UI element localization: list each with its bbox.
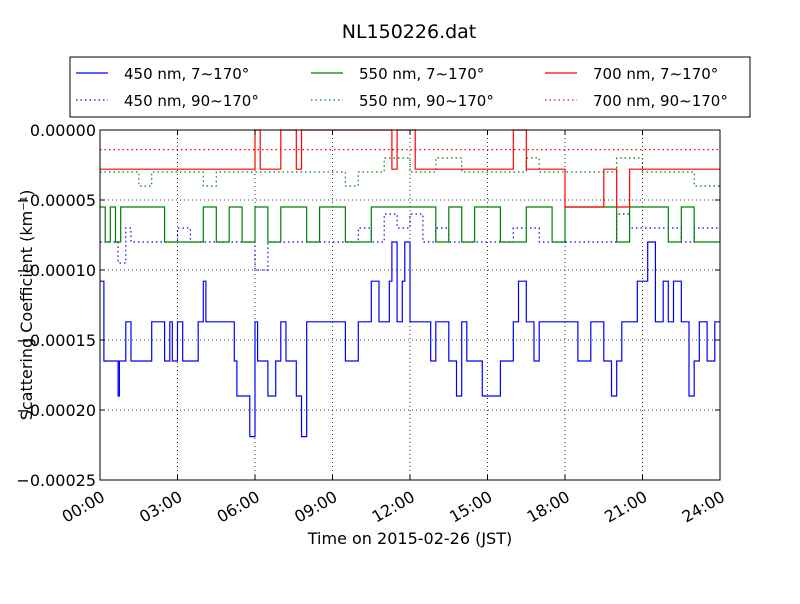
y-tick-label: −0.00005 xyxy=(16,191,96,210)
legend-box xyxy=(69,56,751,118)
y-tick-label: −0.00010 xyxy=(16,261,96,280)
y-tick-label: −0.00025 xyxy=(16,471,96,490)
legend: 450 nm, 7∼170° 550 nm, 7∼170° 700 nm, 7∼17… xyxy=(69,56,751,118)
legend-label: 700 nm, 90∼170° xyxy=(593,92,728,110)
series-line xyxy=(100,241,720,438)
legend-label: 450 nm, 7∼170° xyxy=(124,65,249,83)
x-axis-label: Time on 2015-02-26 (JST) xyxy=(307,529,512,548)
y-axis-label: Scattering Coefficient (km⁻¹) xyxy=(17,190,36,421)
series-line xyxy=(100,157,720,187)
y-tick-label: −0.00015 xyxy=(16,331,96,350)
chart-title: NL150226.dat xyxy=(342,21,477,43)
legend-label: 550 nm, 90∼170° xyxy=(359,92,494,110)
legend-label: 700 nm, 7∼170° xyxy=(593,65,718,83)
series-line xyxy=(100,206,720,243)
legend-label: 450 nm, 90∼170° xyxy=(124,92,259,110)
y-tick-label: 0.00000 xyxy=(30,121,96,140)
y-tick-label: −0.00020 xyxy=(16,401,96,420)
legend-label: 550 nm, 7∼170° xyxy=(359,65,484,83)
